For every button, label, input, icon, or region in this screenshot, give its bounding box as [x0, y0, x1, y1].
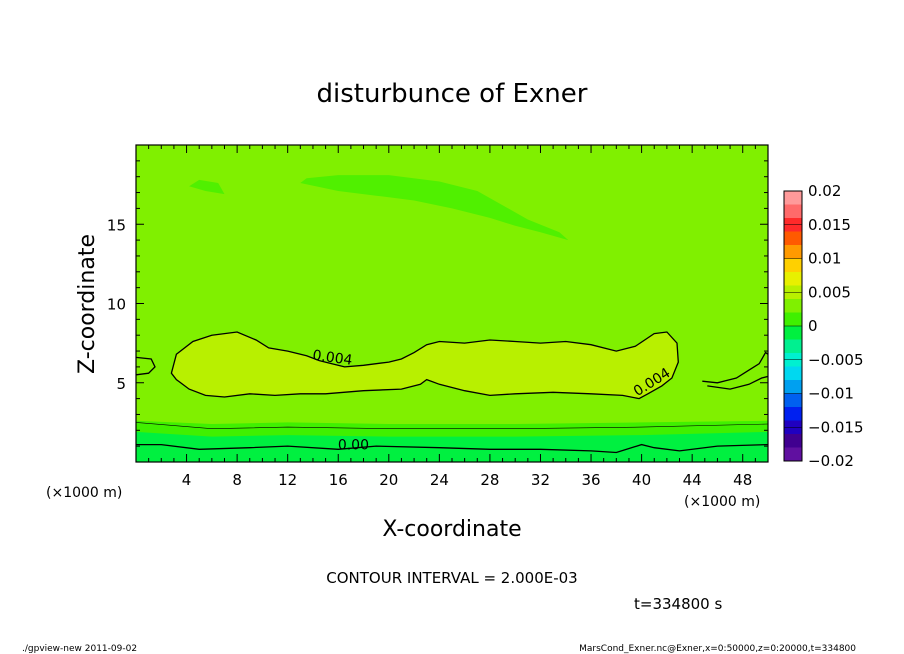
- x-tick-label: 20: [379, 471, 398, 489]
- contour-0.004-main: [170, 331, 679, 400]
- y-axis-title: Z-coordinate: [75, 234, 100, 374]
- x-tick-label: 4: [182, 471, 192, 489]
- contour-label: 0.004: [312, 347, 354, 368]
- colorbar-label: −0.01: [808, 385, 854, 403]
- colorbar-label: 0.02: [808, 182, 841, 200]
- colorbar-cell: [784, 191, 802, 205]
- colorbar-cell: [784, 258, 802, 273]
- x-unit-label-left: (×1000 m): [46, 485, 122, 501]
- colorbar-cell: [784, 245, 802, 259]
- contour-0.002: [136, 422, 768, 430]
- x-tick-label: 8: [232, 471, 242, 489]
- low-band-2: [136, 431, 768, 462]
- colorbar-cell: [784, 380, 802, 394]
- contour-label: 0.00: [338, 437, 369, 453]
- footer-left: ./gpview-new 2011-09-02: [22, 644, 137, 654]
- colorbar-cell: [784, 447, 802, 462]
- y-tick-label: 10: [107, 296, 126, 314]
- time-text: t=334800 s: [634, 595, 722, 613]
- colorbar-label: 0.01: [808, 250, 841, 268]
- x-tick-label: 32: [531, 471, 550, 489]
- x-unit-label-right: (×1000 m): [684, 494, 760, 510]
- contour-left-edge: [136, 356, 156, 376]
- y-tick-label: 5: [116, 375, 126, 393]
- x-axis-title: X-coordinate: [382, 517, 521, 542]
- footer-right: MarsCond_Exner.nc@Exner,x=0:50000,z=0:20…: [579, 644, 856, 654]
- colorbar-cell: [784, 299, 802, 313]
- y-tick-label: 15: [107, 216, 126, 234]
- colorbar-label: 0.005: [808, 283, 851, 301]
- colorbar-cell: [784, 393, 802, 408]
- x-tick-label: 40: [632, 471, 651, 489]
- contour-right-edge-2: [707, 375, 768, 390]
- chart-title: disturbunce of Exner: [317, 79, 588, 109]
- colorbar-cell: [784, 204, 802, 219]
- colorbar-cell: [784, 366, 802, 381]
- colorbar-label: 0: [808, 317, 818, 335]
- colorbar-cell: [784, 231, 802, 246]
- colorbar-label: −0.02: [808, 452, 854, 470]
- x-tick-label: 44: [683, 471, 702, 489]
- colorbar-cell: [784, 326, 802, 340]
- colorbar-cell: [784, 407, 802, 421]
- colorbar-cell: [784, 272, 802, 286]
- x-tick-label: 36: [581, 471, 600, 489]
- contour-0.00: [136, 443, 768, 454]
- x-tick-label: 28: [480, 471, 499, 489]
- contour-right-edge-1: [702, 351, 768, 384]
- colorbar: 0.02 0.015 0.01 0.005 0 −0.005 −0.01 −0.015 −0.0…: [783, 182, 864, 470]
- upper-patch: [300, 175, 569, 241]
- x-tick-label: 48: [733, 471, 752, 489]
- contour-interval-text: CONTOUR INTERVAL = 2.000E-03: [326, 569, 577, 587]
- colorbar-label: 0.015: [808, 216, 851, 234]
- colorbar-cell: [784, 434, 802, 448]
- colorbar-cell: [784, 312, 802, 327]
- colorbar-label: −0.015: [808, 418, 864, 436]
- colorbar-cell: [784, 339, 802, 354]
- x-tick-label: 16: [329, 471, 348, 489]
- upper-patch-small: [189, 179, 225, 195]
- x-tick-label: 12: [278, 471, 297, 489]
- x-tick-label: 24: [430, 471, 449, 489]
- colorbar-label: −0.005: [808, 351, 864, 369]
